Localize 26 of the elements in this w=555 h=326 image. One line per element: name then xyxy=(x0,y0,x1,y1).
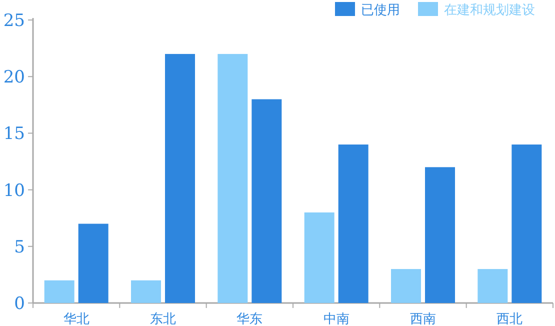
bar xyxy=(44,280,74,303)
bar xyxy=(425,167,455,303)
x-tick-label: 华北 xyxy=(63,312,90,326)
bar xyxy=(391,269,421,303)
y-tick-label: 20 xyxy=(3,68,25,88)
bar xyxy=(304,212,334,303)
bar xyxy=(478,269,508,303)
y-tick-label: 25 xyxy=(3,11,25,31)
bar xyxy=(78,224,108,303)
x-tick-label: 西南 xyxy=(410,312,436,326)
x-tick-label: 华东 xyxy=(236,312,263,326)
x-tick-label: 中南 xyxy=(323,312,350,326)
x-tick-label: 西北 xyxy=(496,312,523,326)
bar xyxy=(512,144,542,303)
bar xyxy=(338,144,368,303)
bar xyxy=(131,280,161,303)
legend-label: 在建和规划建设 xyxy=(444,3,535,18)
bar xyxy=(165,54,195,303)
legend-label: 已使用 xyxy=(361,3,400,18)
y-tick-label: 0 xyxy=(14,294,25,314)
y-tick-label: 15 xyxy=(3,124,25,144)
x-tick-label: 东北 xyxy=(150,312,176,326)
bar xyxy=(252,99,282,303)
y-tick-label: 5 xyxy=(14,237,25,258)
y-tick-label: 10 xyxy=(3,180,25,201)
bar xyxy=(218,54,248,303)
